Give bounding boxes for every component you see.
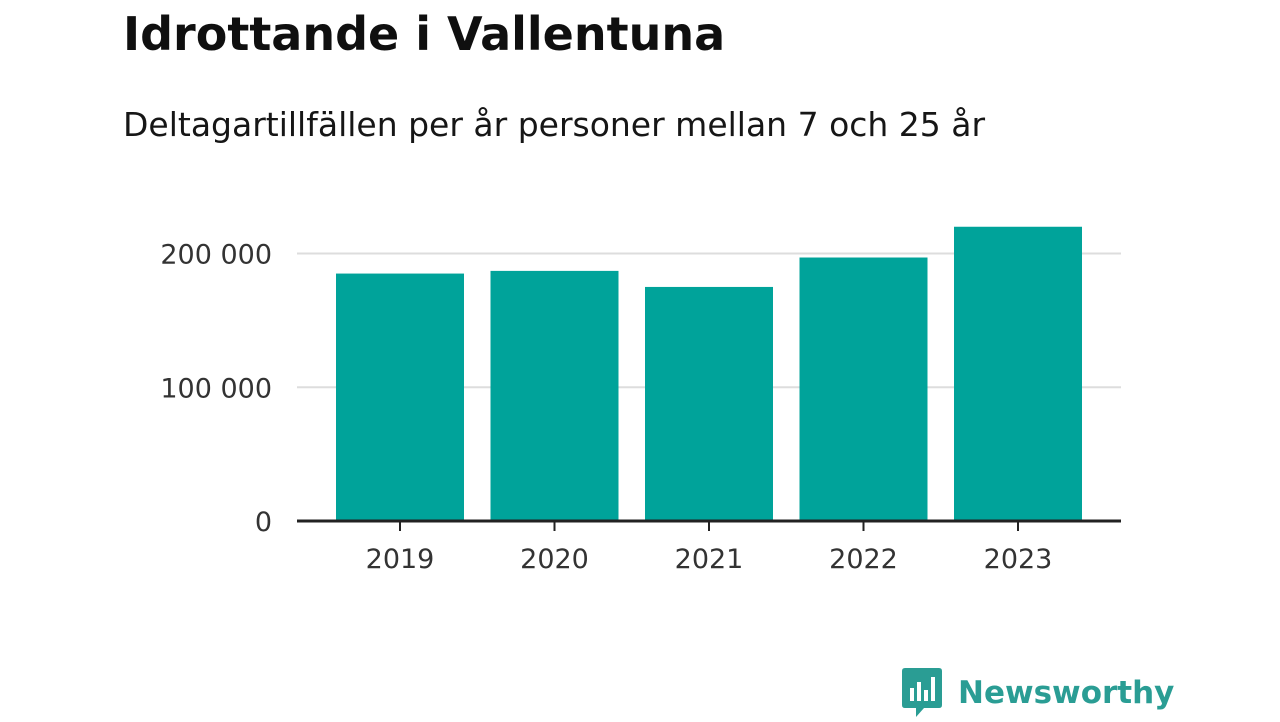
- newsworthy-brand: Newsworthy: [902, 668, 1174, 718]
- chart-subtitle: Deltagartillfällen per år personer mella…: [123, 105, 986, 144]
- x-tick-label: 2022: [829, 544, 898, 575]
- bar-2019: [336, 273, 464, 521]
- bar-2021: [645, 286, 773, 521]
- tick-labels: 0 100 000 200 000 2019 2020 2021 2022 2023: [160, 240, 1052, 576]
- bar-2020: [490, 270, 619, 521]
- y-tick-label: 0: [255, 507, 272, 538]
- x-tick-label: 2021: [675, 544, 744, 575]
- x-tick-label: 2023: [984, 544, 1053, 575]
- x-tick-label: 2019: [366, 544, 435, 575]
- newsworthy-wordmark: Newsworthy: [958, 675, 1175, 711]
- newsworthy-logo-icon: [902, 668, 942, 718]
- x-tick-label: 2020: [520, 544, 589, 575]
- bars: [336, 226, 1082, 521]
- bar-2022: [799, 257, 928, 521]
- bar-2023: [954, 226, 1082, 521]
- y-tick-label: 100 000: [160, 373, 272, 404]
- y-tick-label: 200 000: [160, 240, 272, 271]
- axes: [297, 519, 1121, 531]
- chart-title: Idrottande i Vallentuna: [123, 7, 726, 61]
